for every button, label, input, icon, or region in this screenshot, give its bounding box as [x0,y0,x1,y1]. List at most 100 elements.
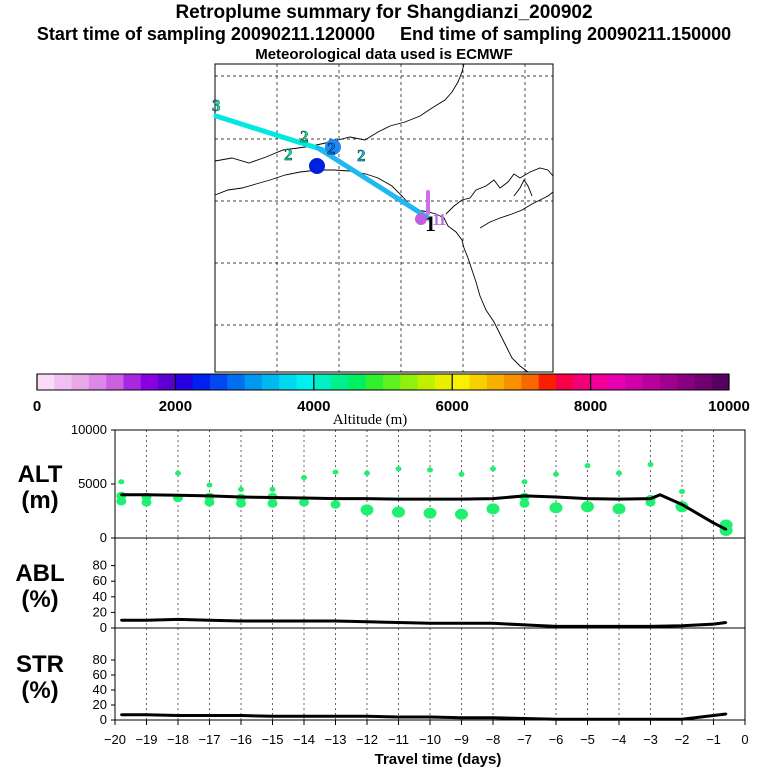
alt-scatter-point [395,466,402,472]
alt-scatter-point [330,500,341,509]
colorbar-swatch [538,374,557,390]
alt-scatter-point [206,482,213,488]
map-marker: 2 [300,127,309,146]
y-tick-label: 60 [93,667,107,682]
alt-scatter-point [118,479,125,485]
start-time-label: Start time of sampling 20090211.120000 [36,24,375,44]
alt-scatter-point [423,507,437,519]
colorbar-swatch [434,374,453,390]
panel-label-units: (%) [21,586,58,613]
series-point [365,715,369,718]
series-point [649,497,652,500]
day-markers: 3 2 2 2 2 1 1 1 [212,96,447,236]
x-tick-label: −18 [167,732,189,747]
map-marker: 3 [212,96,221,115]
series-point [428,715,432,719]
series-point [120,713,123,716]
series-point [491,497,495,500]
x-tick-label: −13 [324,732,346,747]
series-point [271,715,274,718]
map-marker: 2 [357,146,366,165]
series-point [724,712,728,716]
colorbar-swatch [659,374,678,390]
colorbar-swatch [486,374,505,390]
colorbar-swatch [54,374,72,390]
x-tick-label: 0 [741,732,748,747]
colorbar-swatch [365,374,384,390]
series-point [617,625,621,628]
alt-scatter-point [455,508,468,520]
series-point [397,497,400,501]
y-tick-label: 5000 [78,476,107,491]
series-point [239,714,243,717]
x-tick-label: −3 [643,732,658,747]
series-line [121,712,727,721]
series-point [491,716,495,719]
series-point [334,497,337,500]
colorbar-swatch [694,374,713,390]
y-tick-label: 20 [93,697,107,712]
map-marker: 1 [432,210,441,229]
alt-scatter-point [175,470,181,476]
colorbar-swatch [556,374,574,390]
colorbar-swatch [400,374,418,390]
series-point [239,495,243,499]
colorbar-swatch [625,374,643,390]
series-point [120,493,123,496]
colorbar-swatch [504,374,522,390]
x-tick-label: −14 [293,732,315,747]
alt-scatter-point [584,463,591,469]
map-marker: 2 [284,145,293,164]
series-point [397,715,400,719]
alt-scatter-point [458,471,465,477]
colorbar-tick-label: 6000 [436,398,469,415]
met-data-label: Meteorological data used is ECMWF [255,46,513,63]
series-point [712,622,715,626]
colorbar-swatch [210,374,228,390]
series-point [176,618,180,621]
alt-scatter-point [519,499,530,508]
plume-dot-violet [415,213,427,225]
colorbar-swatch [244,374,263,390]
y-tick-label: 0 [100,530,107,545]
x-tick-label: −12 [356,732,378,747]
series-point [586,625,589,628]
colorbar-swatch [348,374,367,390]
colorbar-swatch [158,374,176,390]
series-point [208,714,211,717]
alt-scatter-point [647,462,654,468]
alt-scatter-point [332,469,339,475]
y-tick-label: 40 [93,682,107,697]
plume-dot-azure [325,139,341,155]
series-point [586,718,589,721]
colorbar-swatch [279,374,297,390]
colorbar-swatch [37,374,55,390]
x-tick-label: −2 [675,732,690,747]
colorbar-swatch [192,374,211,390]
series-point [658,493,662,496]
series-point [271,496,274,499]
x-tick-label: −7 [517,732,532,747]
series-point [271,619,274,623]
alt-scatter-point [364,470,370,476]
alt-scatter-point [553,471,559,477]
coastlines [214,63,554,373]
series-line [121,617,727,628]
timeseries-panels: 1000050000ALT(m)806040200ABL(%)806040200… [15,422,748,747]
series-point [554,625,558,628]
x-tick-label: −1 [706,732,721,747]
map-frame [214,63,554,373]
colorbar-label: Altitude (m) [333,412,408,428]
series-point [712,521,715,525]
x-axis-label: Travel time (days) [375,751,502,768]
x-tick-label: −9 [454,732,469,747]
colorbar-swatch [607,374,626,390]
panel-label: ALT [18,461,63,488]
series-point [523,717,526,720]
series-point [145,619,148,622]
colorbar-swatch [175,374,194,390]
colorbar-tick-label: 8000 [574,398,607,415]
plume-trajectory [213,113,433,222]
series-point [680,718,684,721]
colorbar-swatch [452,374,470,390]
